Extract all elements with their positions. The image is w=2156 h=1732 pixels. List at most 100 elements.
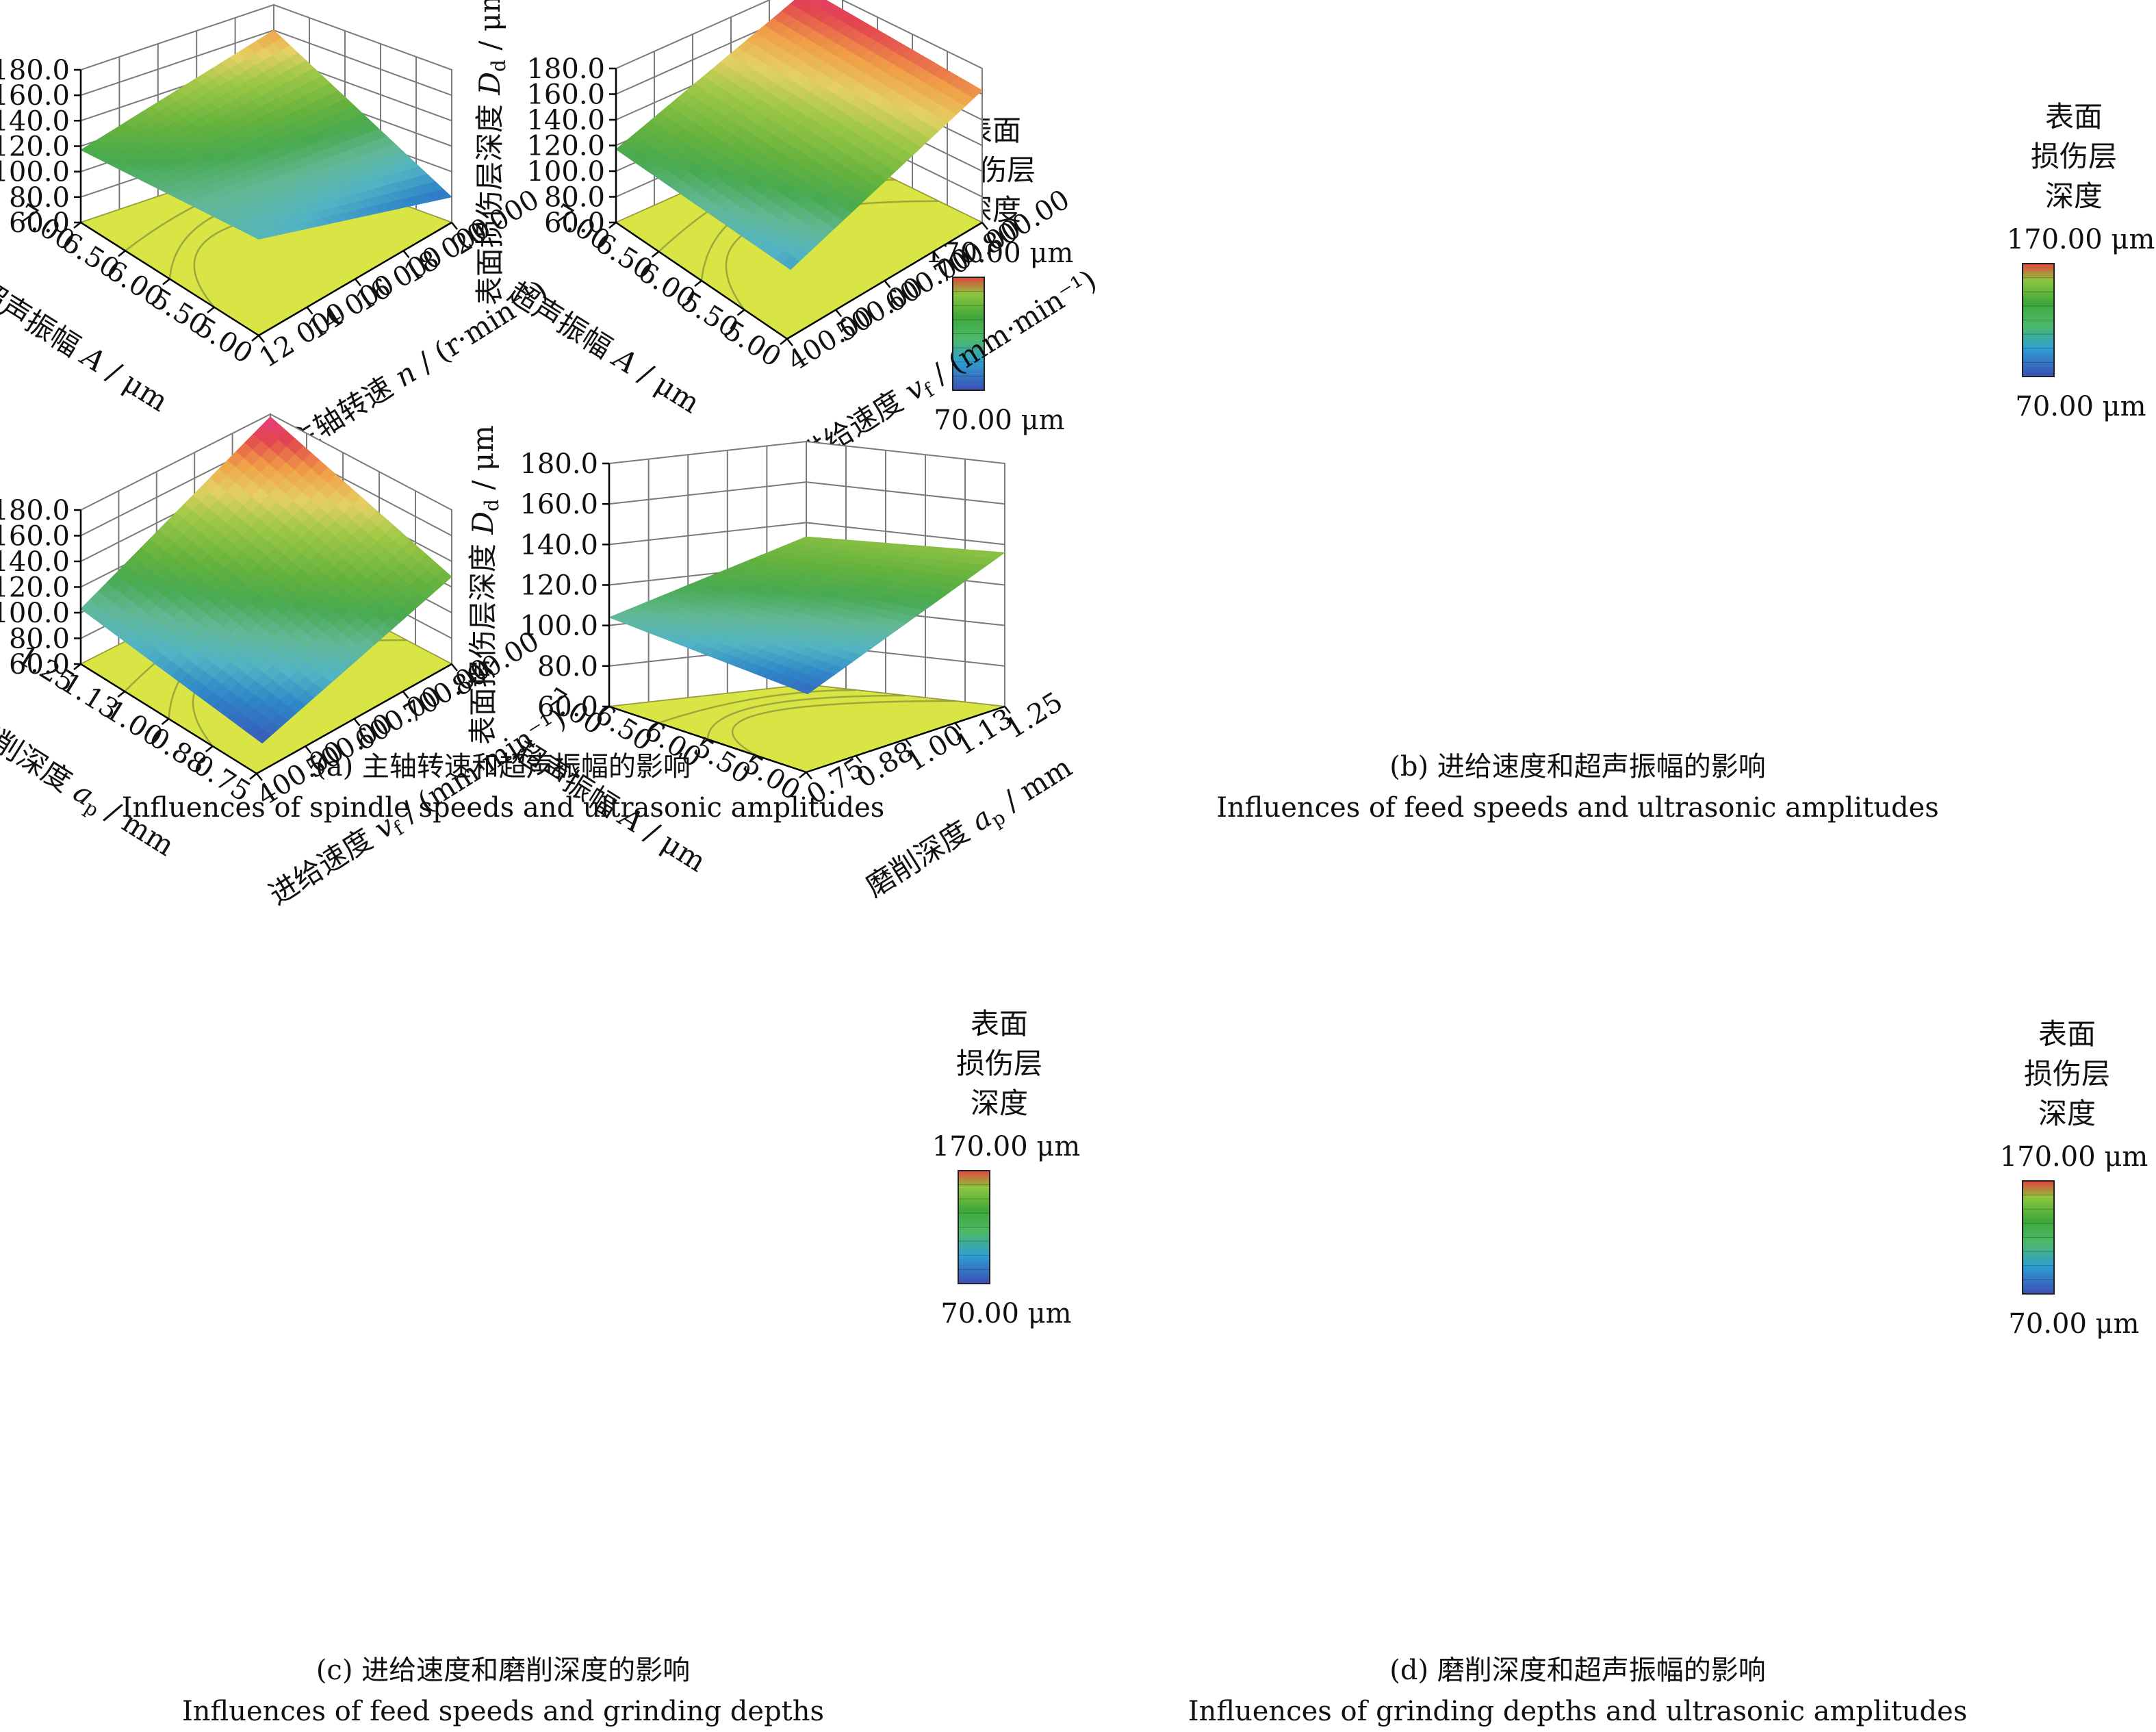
right-tick-mark <box>451 222 458 230</box>
z-tick-label: 120.0 <box>519 570 598 602</box>
caption-d-en: Influences of grinding depths and ultras… <box>1188 1696 1968 1727</box>
floor-contour-line <box>731 700 955 757</box>
left-tick-mark <box>651 722 659 729</box>
z-tick-label: 100.0 <box>519 611 598 642</box>
caption-b: (b) 进给速度和超声振幅的影响 Influences of feed spee… <box>1075 746 2081 828</box>
surface-cell <box>782 255 800 270</box>
legend-title-line: 深度 <box>2045 179 2103 213</box>
left-tick-mark <box>161 718 170 725</box>
left-label-post: / μm <box>94 351 175 418</box>
caption-a-zh: (a) 主轴转速和超声振幅的影响 <box>316 751 691 782</box>
left-label-text: 超声振幅 <box>502 275 626 370</box>
left-tick-mark <box>73 663 81 670</box>
gridline-z <box>608 522 807 546</box>
z-tick-label: 160.0 <box>0 80 70 112</box>
z-label-var: D <box>466 511 500 535</box>
left-tick-mark <box>780 338 788 345</box>
z-tick-label: 180.0 <box>0 495 70 526</box>
right-tick-label: 1.25 <box>1000 686 1068 745</box>
left-tick-mark <box>749 755 758 762</box>
left-tick-mark <box>608 222 617 229</box>
right-tick-mark <box>884 280 891 288</box>
z-tick-label: 60.0 <box>537 691 598 723</box>
gridline-z <box>80 29 274 97</box>
left-label-post: / μm <box>626 352 706 420</box>
legend-title-line: 深度 <box>2038 1097 2096 1130</box>
right-tick-mark <box>305 746 312 754</box>
right-tick-mark <box>981 222 988 230</box>
right-tick-mark <box>402 691 409 699</box>
legend: 表面损伤层深度 170.00 μm 70.00 μm <box>2000 1017 2148 1340</box>
caption-b-zh: (b) 进给速度和超声振幅的影响 <box>1389 751 1766 782</box>
colorbar <box>952 277 985 391</box>
z-tick-label: 80.0 <box>9 182 70 214</box>
z-label-sub: d <box>487 60 510 72</box>
right-tick-mark <box>954 722 962 730</box>
z-tick-label: 120.0 <box>0 572 70 604</box>
legend: 表面损伤层深度 170.00 μm 70.00 μm <box>2007 100 2155 422</box>
surface-cell <box>250 232 268 240</box>
z-tick-label: 100.0 <box>0 157 70 188</box>
gridline-z <box>806 481 1005 505</box>
left-tick-mark <box>694 280 702 287</box>
surface-cell <box>253 729 272 744</box>
right-tick-mark <box>905 739 912 747</box>
gridline-z <box>273 29 452 97</box>
legend-title-line: 损伤层 <box>2031 140 2117 173</box>
left-tick-mark <box>162 278 170 285</box>
left-tick-mark <box>251 335 259 342</box>
z-tick-label: 80.0 <box>544 182 605 214</box>
z-label-sub: d <box>480 499 503 511</box>
floor-contour-line <box>658 689 856 724</box>
z-tick-label: 140.0 <box>526 105 605 136</box>
floor-contours <box>658 689 955 757</box>
right-tick-mark <box>353 718 361 726</box>
caption-d-zh: (d) 磨削深度和超声振幅的影响 <box>1389 1655 1766 1686</box>
left-tick-mark <box>207 306 215 314</box>
z-tick-label: 80.0 <box>9 624 70 655</box>
caption-d: (d) 磨削深度和超声振幅的影响 Influences of grinding … <box>1075 1650 2081 1732</box>
legend-title-line: 损伤层 <box>2024 1057 2110 1091</box>
left-tick-mark <box>700 739 708 746</box>
response-surface <box>80 416 452 744</box>
z-label-var: D <box>473 72 506 96</box>
right-tick-mark <box>855 755 862 763</box>
legend: 表面损伤层深度 170.00 μm 70.00 μm <box>932 1007 1081 1329</box>
left-label-text: 超声振幅 <box>0 274 94 368</box>
left-tick-mark <box>651 251 660 258</box>
left-tick-mark <box>249 773 257 780</box>
response-surface <box>608 536 1006 695</box>
left-tick-mark <box>736 309 745 316</box>
z-axis-label: 表面损伤层深度 Dd / μm <box>473 0 510 305</box>
right-tick-mark <box>355 278 361 287</box>
right-tick-mark <box>306 306 313 315</box>
legend-high-label: 170.00 μm <box>2007 224 2155 255</box>
right-tick-mark <box>806 772 812 780</box>
right-tick-mark <box>1004 706 1011 714</box>
legend-title-line: 表面 <box>2038 1017 2096 1051</box>
right-tick-mark <box>835 309 843 318</box>
z-tick-label: 120.0 <box>526 131 605 162</box>
right-tick-mark <box>256 773 263 781</box>
z-tick-label: 140.0 <box>0 546 70 578</box>
z-tick-label: 100.0 <box>0 598 70 629</box>
z-tick-label: 180.0 <box>526 53 605 85</box>
floor-contour-line <box>706 694 906 740</box>
z-axis-label: 表面损伤层深度 Dd / μm <box>466 425 503 745</box>
z-tick-label: 140.0 <box>0 105 70 137</box>
panel-d: 60.0 80.0 100.0 120.0 140.0 160.0 180.0 表面损伤层深度… <box>466 425 2148 1340</box>
caption-b-en: Influences of feed speeds and ultrasonic… <box>1216 792 1939 824</box>
right-tick-mark <box>258 335 265 343</box>
surface-cell <box>797 683 817 695</box>
caption-c: (c) 进给速度和磨削深度的影响 Influences of feed spee… <box>0 1650 1006 1732</box>
z-tick-label: 180.0 <box>0 55 70 86</box>
legend-title-line: 深度 <box>971 1086 1028 1120</box>
z-tick-label: 180.0 <box>519 448 598 480</box>
caption-a-en: Influences of spindle speeds and ultraso… <box>121 792 885 824</box>
legend-high-label: 170.00 μm <box>2000 1141 2148 1173</box>
colorbar <box>2022 1180 2055 1295</box>
response-surface <box>80 29 452 240</box>
caption-a: (a) 主轴转速和超声振幅的影响 Influences of spindle s… <box>0 746 1006 828</box>
